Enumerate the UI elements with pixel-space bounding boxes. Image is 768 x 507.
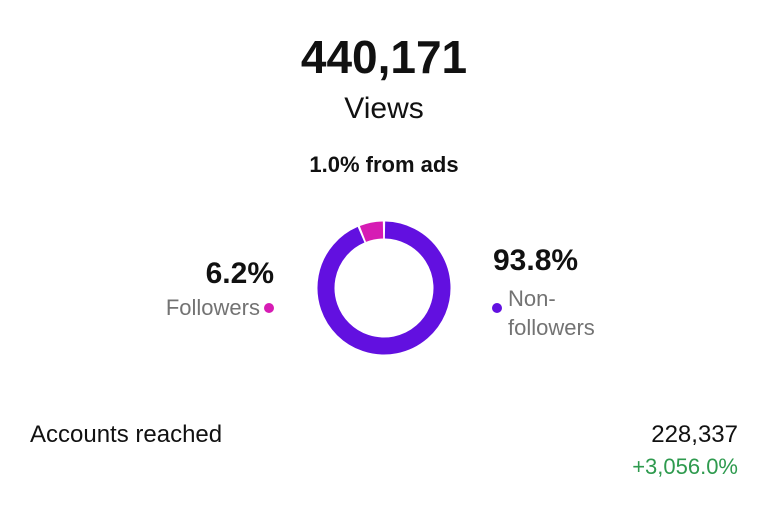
views-count: 440,171: [300, 31, 468, 83]
stat-value: 228,337: [651, 421, 738, 448]
views-label: Views: [344, 92, 424, 125]
stat-change: +3,056.0%: [632, 454, 738, 479]
legend-label: Non-followers: [508, 286, 595, 340]
donut-segment: [317, 221, 451, 355]
followers-percent: 6.2%: [205, 257, 274, 290]
stat-label: Accounts reached: [30, 421, 223, 448]
non-followers-percent: 93.8%: [493, 244, 579, 277]
donut-chart: [317, 221, 451, 355]
legend-dot: [492, 303, 502, 313]
legend-dot: [264, 303, 274, 313]
ads-note: 1.0% from ads: [309, 152, 459, 177]
legend-label: Followers: [165, 295, 260, 320]
donut-segment: [359, 221, 384, 243]
